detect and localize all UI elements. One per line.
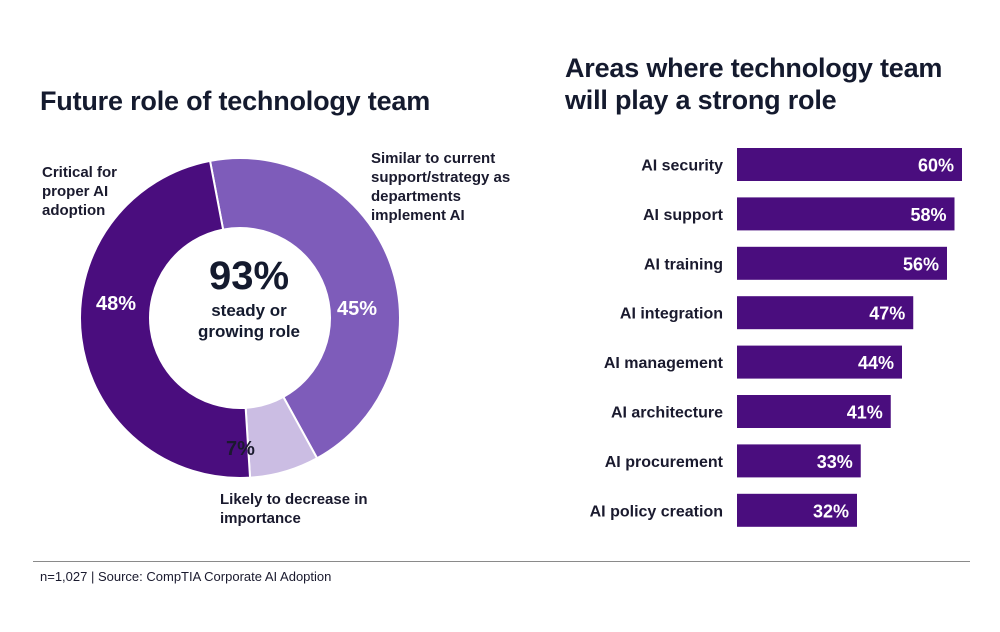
donut-center-label: steady or growing role bbox=[198, 301, 300, 341]
bar-value-label-ai-support: 58% bbox=[910, 205, 946, 225]
donut-slice-critical bbox=[79, 159, 252, 479]
donut-slice-similar bbox=[208, 157, 401, 460]
bar-category-label-ai-training: AI training bbox=[644, 256, 723, 273]
segment-label-critical: Critical for proper AI adoption bbox=[42, 164, 118, 219]
segment-value-similar: 45% bbox=[337, 298, 378, 320]
donut-chart-title: Future role of technology team bbox=[40, 86, 431, 116]
segment-label-similar: Similar to current support/strategy as d… bbox=[371, 150, 511, 224]
segment-value-critical: 48% bbox=[96, 293, 137, 315]
bar-value-label-ai-training: 56% bbox=[903, 254, 939, 274]
donut-center-value: 93% bbox=[208, 254, 290, 298]
bar-category-label-ai-security: AI security bbox=[641, 158, 723, 175]
bar-ai-management bbox=[737, 345, 902, 379]
bar-ai-integration bbox=[737, 296, 914, 330]
bar-value-label-ai-policy-creation: 32% bbox=[813, 501, 849, 521]
source-footnote: n=1,027 | Source: CompTIA Corporate AI A… bbox=[40, 569, 332, 584]
bar-value-label-ai-procurement: 33% bbox=[817, 452, 853, 472]
segment-label-decrease: Likely to decrease in importance bbox=[220, 491, 368, 527]
bar-value-label-ai-architecture: 41% bbox=[847, 403, 883, 423]
bar-ai-procurement bbox=[737, 444, 861, 478]
bar-ai-support bbox=[737, 197, 955, 231]
bar-category-label-ai-architecture: AI architecture bbox=[611, 405, 723, 422]
bar-ai-security bbox=[737, 148, 962, 181]
bar-chart-title: Areas where technology team will play a … bbox=[565, 53, 943, 115]
footer-divider bbox=[33, 561, 970, 562]
bar-category-label-ai-policy-creation: AI policy creation bbox=[590, 503, 723, 520]
bar-category-label-ai-management: AI management bbox=[604, 355, 724, 372]
bar-value-label-ai-integration: 47% bbox=[869, 304, 905, 324]
bar-category-label-ai-integration: AI integration bbox=[620, 306, 723, 323]
bar-ai-architecture bbox=[737, 395, 891, 428]
segment-value-decrease: 7% bbox=[226, 438, 255, 460]
bar-value-label-ai-management: 44% bbox=[858, 353, 894, 373]
bar-category-label-ai-procurement: AI procurement bbox=[605, 454, 724, 471]
bar-category-label-ai-support: AI support bbox=[643, 207, 724, 224]
bar-ai-training bbox=[737, 246, 947, 280]
bar-ai-policy-creation bbox=[737, 493, 857, 527]
bar-value-label-ai-security: 60% bbox=[918, 156, 954, 176]
